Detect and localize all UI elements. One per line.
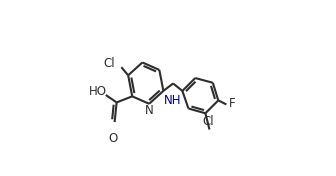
Text: O: O — [108, 132, 117, 144]
Text: HO: HO — [88, 85, 107, 98]
Text: Cl: Cl — [103, 57, 115, 70]
Text: Cl: Cl — [202, 115, 214, 127]
Text: N: N — [145, 104, 154, 117]
Text: NH: NH — [164, 94, 181, 107]
Text: F: F — [228, 97, 235, 110]
